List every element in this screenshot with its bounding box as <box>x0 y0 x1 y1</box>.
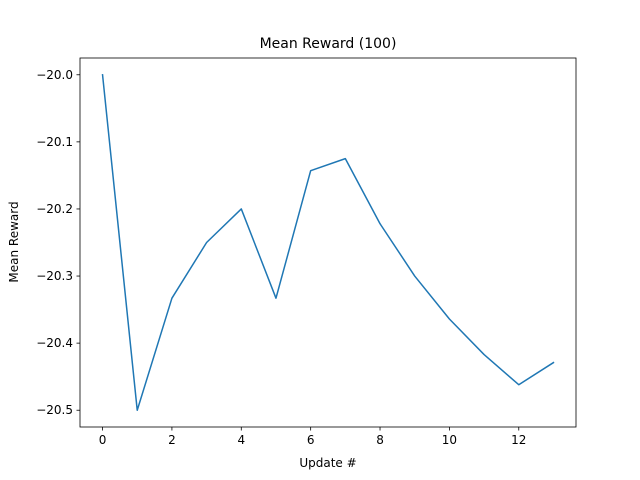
x-tick-label: 10 <box>442 433 457 447</box>
y-tick-label: −20.0 <box>36 68 73 82</box>
y-tick-label: −20.3 <box>36 269 73 283</box>
y-tick-label: −20.4 <box>36 336 73 350</box>
x-tick-label: 4 <box>237 433 245 447</box>
y-tick-label: −20.2 <box>36 202 73 216</box>
x-tick-label: 12 <box>511 433 526 447</box>
y-axis-label: Mean Reward <box>7 201 21 282</box>
plot-frame <box>79 57 577 428</box>
x-tick-label: 0 <box>99 433 107 447</box>
x-axis-label: Update # <box>299 456 356 470</box>
x-tick-label: 2 <box>168 433 176 447</box>
y-tick-label: −20.1 <box>36 135 73 149</box>
y-tick-label: −20.5 <box>36 403 73 417</box>
plot-area: 0 2 4 6 8 10 12 −20.0 −20.1 −20.2 −20.3 −20.4 −20.5 <box>36 57 577 447</box>
x-tick-label: 8 <box>376 433 384 447</box>
chart-title: Mean Reward (100) <box>260 36 397 52</box>
series-line <box>101 73 555 411</box>
x-tick-label: 6 <box>307 433 315 447</box>
